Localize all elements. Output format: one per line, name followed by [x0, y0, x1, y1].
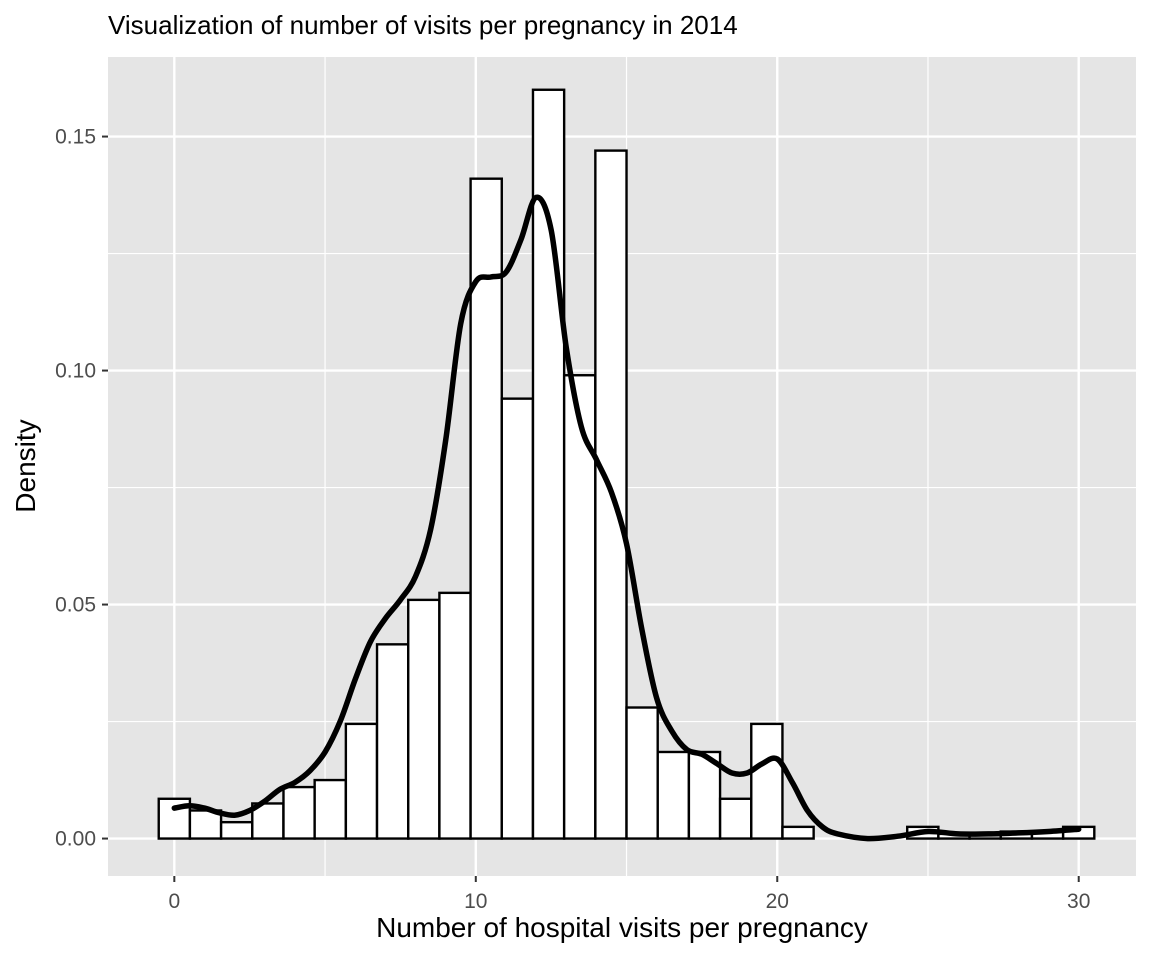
histogram-bar — [625, 706, 659, 840]
histogram-bar — [282, 785, 316, 840]
histogram-bar — [251, 802, 285, 840]
density-curve — [171, 194, 1082, 842]
histogram-bar — [656, 750, 691, 840]
histogram-bar — [718, 797, 753, 840]
x-axis-title: Number of hospital visits per pregnancy — [376, 912, 868, 943]
y-tick-label: 0.10 — [55, 360, 96, 383]
histogram-bar — [219, 820, 254, 840]
histogram-bar — [500, 397, 535, 840]
y-tick-label: 0.15 — [55, 126, 96, 149]
histogram-bar — [407, 598, 441, 840]
chart-title: Visualization of number of visits per pr… — [108, 10, 738, 40]
histogram-bar — [375, 643, 410, 840]
axis-ticks: 0 10 20 30 0.00 0.05 0.10 0.15 — [55, 126, 1090, 913]
histogram-bar — [687, 750, 722, 840]
x-tick-label: 30 — [1067, 890, 1090, 913]
histogram-bars — [157, 88, 1096, 840]
y-tick-label: 0.05 — [55, 594, 96, 617]
histogram-bar — [438, 591, 472, 840]
histogram-bar — [344, 722, 379, 840]
x-tick-label: 10 — [464, 890, 487, 913]
histogram-bar — [313, 778, 348, 840]
x-tick-label: 20 — [766, 890, 789, 913]
histogram-bar — [750, 722, 784, 840]
histogram-bar — [531, 88, 566, 840]
histogram-bar — [188, 809, 223, 840]
y-tick-label: 0.00 — [55, 828, 96, 851]
x-tick-label: 0 — [168, 890, 180, 913]
y-axis-title: Density — [10, 419, 41, 513]
histogram-bar — [781, 825, 815, 840]
